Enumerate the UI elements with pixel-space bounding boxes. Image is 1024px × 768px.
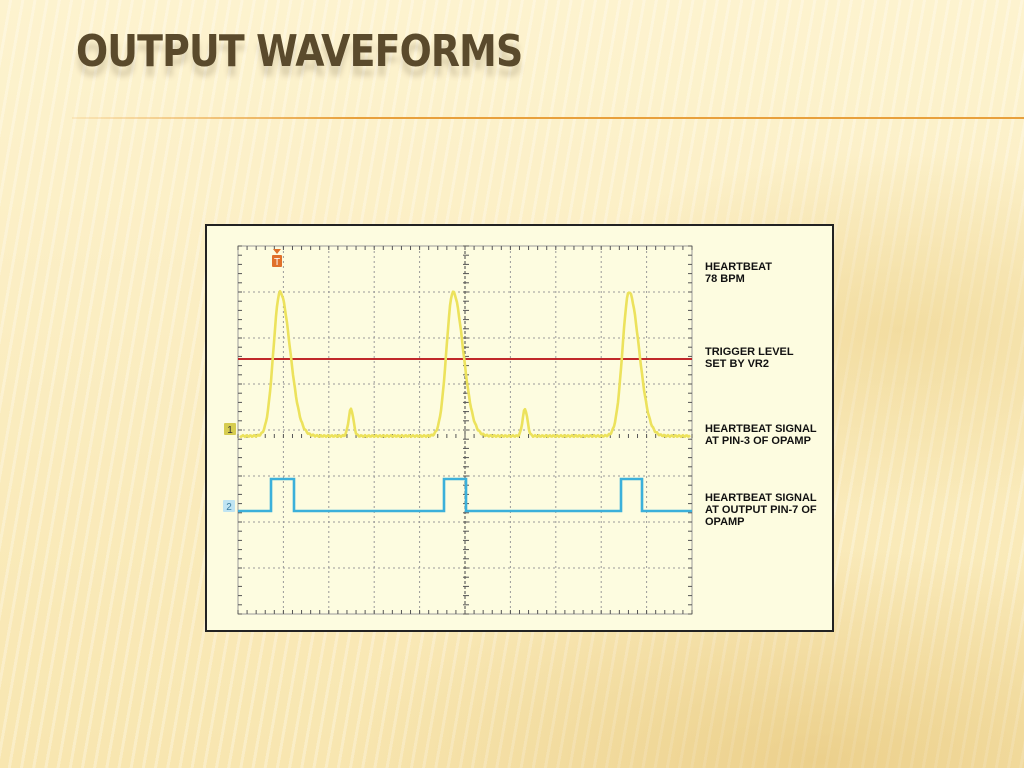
output-signal-line2: AT OUTPUT PIN-7 OF xyxy=(705,504,817,516)
heartbeat-rate-label: HEARTBEAT 78 BPM xyxy=(705,261,830,285)
output-pulse-trace xyxy=(238,477,692,513)
heartbeat-rate-line1: HEARTBEAT xyxy=(705,261,773,273)
heartbeat-signal-line2: AT PIN-3 OF OPAMP xyxy=(705,435,811,447)
channel-2-marker-label: 2 xyxy=(226,502,232,513)
trigger-level-label: TRIGGER LEVEL SET BY VR2 xyxy=(705,346,830,370)
trigger-marker: T xyxy=(272,249,282,268)
output-signal-label: HEARTBEAT SIGNAL AT OUTPUT PIN-7 OF OPAM… xyxy=(705,492,830,528)
trigger-level-line1: TRIGGER LEVEL xyxy=(705,346,794,358)
heartbeat-signal-line1: HEARTBEAT SIGNAL xyxy=(705,423,817,435)
output-signal-line1: HEARTBEAT SIGNAL xyxy=(705,492,817,504)
heartbeat-rate-line2: 78 BPM xyxy=(705,273,745,285)
channel-1-marker: 1 xyxy=(224,423,236,436)
title-divider xyxy=(72,117,1024,119)
channel-2-marker: 2 xyxy=(223,500,235,513)
channel-1-marker-label: 1 xyxy=(227,425,233,436)
heartbeat-signal-label: HEARTBEAT SIGNAL AT PIN-3 OF OPAMP xyxy=(705,423,830,447)
output-signal-line3: OPAMP xyxy=(705,516,745,528)
heartbeat-signal-trace xyxy=(239,289,691,439)
trigger-marker-label: T xyxy=(274,257,280,268)
trigger-level-line2: SET BY VR2 xyxy=(705,358,769,370)
slide-title: OUTPUT WAVEFORMS xyxy=(76,26,523,77)
scope-grid xyxy=(237,245,693,615)
